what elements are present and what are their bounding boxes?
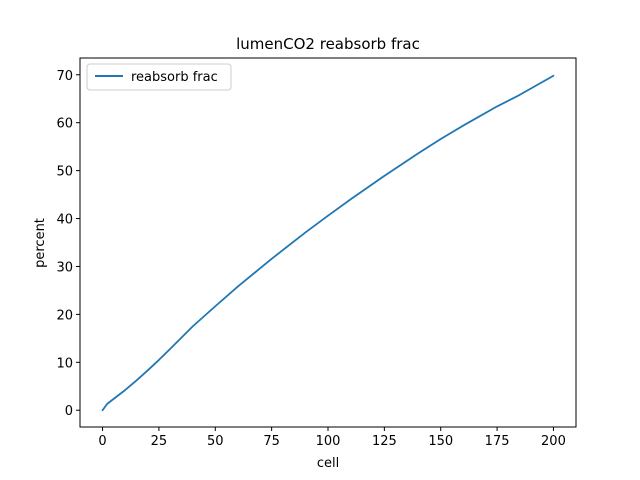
y-tick-label: 10: [56, 356, 73, 371]
x-tick-label: 75: [263, 434, 280, 449]
legend-label: reabsorb frac: [131, 70, 218, 85]
x-tick-label: 125: [372, 434, 397, 449]
x-axis-label: cell: [317, 456, 339, 471]
y-tick-label: 20: [56, 308, 73, 323]
series-line-reabsorb-frac: [101, 74, 555, 412]
y-tick-label: 60: [56, 117, 73, 132]
x-tick-label: 200: [541, 434, 566, 449]
chart-title: lumenCO2 reabsorb frac: [236, 35, 420, 53]
y-axis-label: percent: [33, 218, 48, 268]
legend: reabsorb frac: [86, 63, 232, 91]
y-tick-label: 30: [56, 260, 73, 275]
y-tick-label: 50: [56, 165, 73, 180]
x-tick-label: 100: [316, 434, 341, 449]
legend-box: [86, 63, 232, 91]
x-tick-label: 175: [485, 434, 510, 449]
x-tick-label: 25: [151, 434, 168, 449]
y-tick-label: 40: [56, 213, 73, 228]
x-tick-label: 150: [428, 434, 453, 449]
plot-frame: [79, 57, 577, 428]
y-tick-label: 70: [56, 69, 73, 84]
y-tick-label: 0: [65, 404, 73, 419]
x-tick-label: 0: [98, 434, 106, 449]
x-tick-label: 50: [207, 434, 224, 449]
